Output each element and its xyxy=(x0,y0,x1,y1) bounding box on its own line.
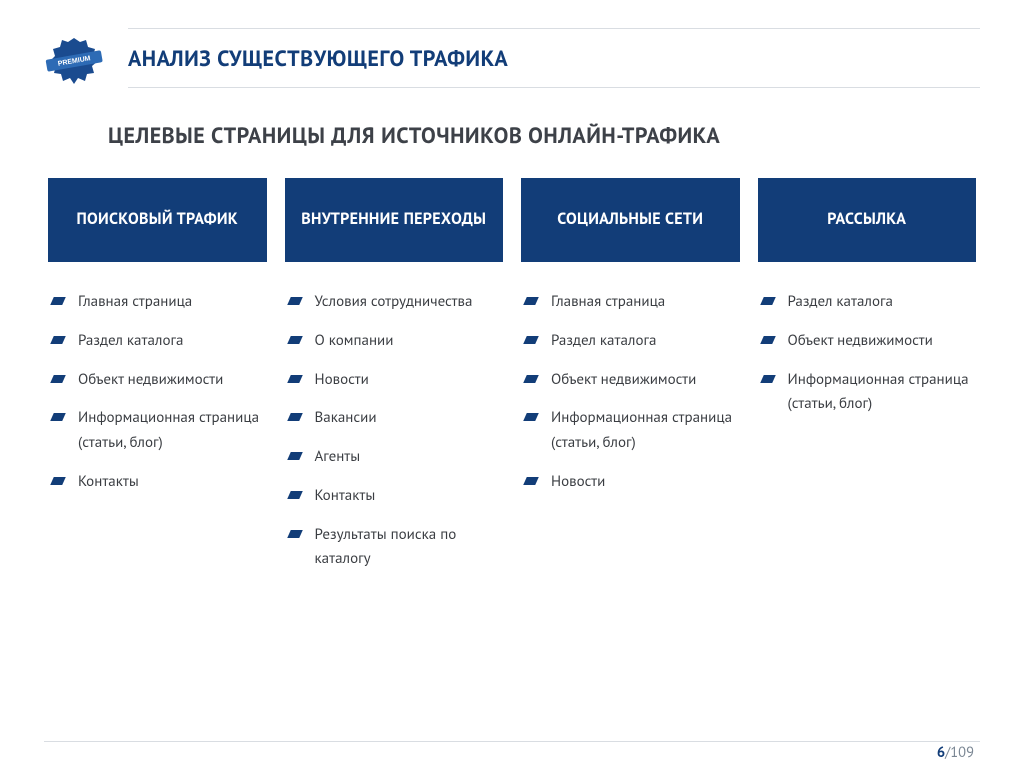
list-item: Информационная страница (статьи, блог) xyxy=(762,368,973,418)
list-item: Главная страница xyxy=(525,290,736,315)
list-item: Новости xyxy=(525,470,736,495)
title-block: АНАЛИЗ СУЩЕСТВУЮЩЕГО ТРАФИКА xyxy=(128,28,980,88)
column-header: ВНУТРЕННИЕ ПЕРЕХОДЫ xyxy=(285,178,504,262)
list-item: Контакты xyxy=(289,484,500,509)
list-item: Раздел каталога xyxy=(52,329,263,354)
column-list: Условия сотрудничества О компании Новост… xyxy=(285,262,504,572)
list-item: Условия сотрудничества xyxy=(289,290,500,315)
list-item: Новости xyxy=(289,368,500,393)
list-item: Вакансии xyxy=(289,406,500,431)
list-item: Агенты xyxy=(289,445,500,470)
list-item: Результаты поиска по каталогу xyxy=(289,523,500,573)
list-item: Объект недвижимости xyxy=(762,329,973,354)
divider xyxy=(128,87,980,88)
premium-badge-icon: PREMIUM xyxy=(44,34,104,86)
column-list: Главная страница Раздел каталога Объект … xyxy=(521,262,740,495)
column-header: СОЦИАЛЬНЫЕ СЕТИ xyxy=(521,178,740,262)
column-social: СОЦИАЛЬНЫЕ СЕТИ Главная страница Раздел … xyxy=(521,178,740,586)
list-item: Контакты xyxy=(52,470,263,495)
divider xyxy=(44,741,980,742)
list-item: Объект недвижимости xyxy=(525,368,736,393)
slide: PREMIUM АНАЛИЗ СУЩЕСТВУЮЩЕГО ТРАФИКА ЦЕЛ… xyxy=(0,0,1024,768)
divider xyxy=(128,28,980,29)
column-header: ПОИСКОВЫЙ ТРАФИК xyxy=(48,178,267,262)
column-list: Главная страница Раздел каталога Объект … xyxy=(48,262,267,495)
list-item: Объект недвижимости xyxy=(52,368,263,393)
list-item: Информационная страница (статьи, блог) xyxy=(525,406,736,456)
page-title: АНАЛИЗ СУЩЕСТВУЮЩЕГО ТРАФИКА xyxy=(128,45,980,73)
page-current: 6 xyxy=(937,743,945,762)
page-total: 109 xyxy=(950,743,974,762)
column-list: Раздел каталога Объект недвижимости Инфо… xyxy=(758,262,977,417)
list-item: Раздел каталога xyxy=(762,290,973,315)
subtitle: ЦЕЛЕВЫЕ СТРАНИЦЫ ДЛЯ ИСТОЧНИКОВ ОНЛАЙН-Т… xyxy=(108,122,980,150)
column-header: РАССЫЛКА xyxy=(758,178,977,262)
list-item: О компании xyxy=(289,329,500,354)
page-number: 6/109 xyxy=(937,743,974,762)
columns-container: ПОИСКОВЫЙ ТРАФИК Главная страница Раздел… xyxy=(44,178,980,586)
list-item: Раздел каталога xyxy=(525,329,736,354)
header: PREMIUM АНАЛИЗ СУЩЕСТВУЮЩЕГО ТРАФИКА xyxy=(44,28,980,88)
column-mailing: РАССЫЛКА Раздел каталога Объект недвижим… xyxy=(758,178,977,586)
list-item: Главная страница xyxy=(52,290,263,315)
list-item: Информационная страница (статьи, блог) xyxy=(52,406,263,456)
column-internal-links: ВНУТРЕННИЕ ПЕРЕХОДЫ Условия сотрудничест… xyxy=(285,178,504,586)
column-search-traffic: ПОИСКОВЫЙ ТРАФИК Главная страница Раздел… xyxy=(48,178,267,586)
